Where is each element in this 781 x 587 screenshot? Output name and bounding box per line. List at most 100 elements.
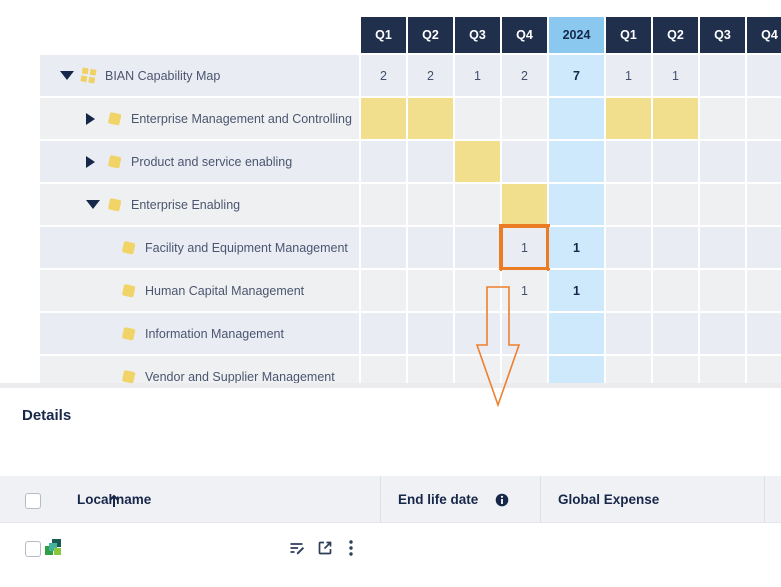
grid-cell[interactable] xyxy=(408,313,453,354)
grid-cell[interactable] xyxy=(361,227,406,268)
grid-cell[interactable] xyxy=(549,141,604,182)
grid-cell[interactable]: 1 xyxy=(549,227,604,268)
grid-cell[interactable] xyxy=(700,98,745,139)
tree-row-label[interactable]: Facility and Equipment Management xyxy=(145,240,348,255)
grid-cell[interactable] xyxy=(408,141,453,182)
grid-cell[interactable] xyxy=(455,141,500,182)
grid-cell[interactable] xyxy=(455,98,500,139)
expand-toggle-icon[interactable] xyxy=(86,155,100,168)
grid-cell[interactable] xyxy=(700,356,745,383)
grid-cell[interactable] xyxy=(606,313,651,354)
tree-row[interactable]: Human Capital Management 1 1 xyxy=(40,270,781,311)
row-checkbox[interactable] xyxy=(25,541,41,557)
grid-cell[interactable]: 1 xyxy=(653,55,698,96)
grid-cell[interactable] xyxy=(361,313,406,354)
tree-row[interactable]: Product and service enabling xyxy=(40,141,781,182)
grid-cell[interactable] xyxy=(361,270,406,311)
grid-cell[interactable] xyxy=(653,356,698,383)
grid-cell[interactable] xyxy=(408,184,453,225)
tree-row[interactable]: Enterprise Management and Controlling xyxy=(40,98,781,139)
tree-row[interactable]: Enterprise Enabling xyxy=(40,184,781,225)
collapse-toggle-icon[interactable] xyxy=(60,71,74,80)
grid-cell[interactable] xyxy=(606,356,651,383)
grid-cell[interactable] xyxy=(747,55,781,96)
grid-cell[interactable] xyxy=(361,356,406,383)
highlighted-grid-cell[interactable]: 1 xyxy=(499,224,550,271)
grid-cell[interactable] xyxy=(653,227,698,268)
grid-cell[interactable] xyxy=(408,356,453,383)
tree-row-label[interactable]: Enterprise Enabling xyxy=(131,197,241,212)
grid-cell[interactable] xyxy=(747,98,781,139)
tree-row[interactable]: Facility and Equipment Management 1 1 xyxy=(40,224,781,271)
grid-cell[interactable] xyxy=(653,98,698,139)
grid-header-row: Q1 Q2 Q3 Q4 2024 Q1 Q2 Q3 Q4 xyxy=(40,17,781,53)
grid-cell[interactable] xyxy=(455,184,500,225)
column-header-end-life-date[interactable]: End life date xyxy=(398,492,479,507)
grid-cell[interactable] xyxy=(700,270,745,311)
grid-cell[interactable] xyxy=(502,98,547,139)
collapse-toggle-icon[interactable] xyxy=(86,200,100,209)
grid-cell[interactable] xyxy=(502,141,547,182)
grid-cell[interactable] xyxy=(606,270,651,311)
tree-row-label[interactable]: Vendor and Supplier Management xyxy=(145,369,335,384)
grid-cell[interactable] xyxy=(606,141,651,182)
select-all-checkbox[interactable] xyxy=(25,493,41,509)
more-options-icon[interactable] xyxy=(348,539,354,557)
grid-cell[interactable]: 2 xyxy=(408,55,453,96)
grid-cell[interactable] xyxy=(361,98,406,139)
grid-cell[interactable] xyxy=(700,55,745,96)
grid-cell[interactable] xyxy=(361,184,406,225)
grid-cell[interactable] xyxy=(606,184,651,225)
grid-cell[interactable] xyxy=(408,98,453,139)
grid-cell[interactable]: 1 xyxy=(549,270,604,311)
tree-row-label[interactable]: Information Management xyxy=(145,326,284,341)
edit-icon[interactable] xyxy=(288,539,306,557)
info-icon[interactable] xyxy=(495,493,509,507)
grid-cell[interactable] xyxy=(747,184,781,225)
grid-cell[interactable]: 2 xyxy=(502,55,547,96)
tree-row-label[interactable]: Enterprise Management and Controlling xyxy=(131,111,352,126)
grid-cell[interactable] xyxy=(455,270,500,311)
grid-cell[interactable] xyxy=(606,98,651,139)
grid-cell[interactable] xyxy=(455,227,500,268)
grid-cell[interactable]: 7 xyxy=(549,55,604,96)
grid-cell[interactable] xyxy=(502,356,547,383)
grid-cell[interactable] xyxy=(700,227,745,268)
grid-cell[interactable] xyxy=(408,270,453,311)
grid-cell[interactable] xyxy=(747,227,781,268)
grid-cell[interactable] xyxy=(747,356,781,383)
grid-cell[interactable] xyxy=(408,227,453,268)
grid-cell[interactable] xyxy=(653,141,698,182)
grid-cell[interactable] xyxy=(700,141,745,182)
grid-cell[interactable] xyxy=(502,184,547,225)
grid-cell[interactable] xyxy=(606,227,651,268)
grid-cell[interactable] xyxy=(653,313,698,354)
grid-cell[interactable] xyxy=(747,141,781,182)
sort-ascending-icon[interactable] xyxy=(108,494,120,508)
grid-cell[interactable] xyxy=(549,98,604,139)
grid-cell[interactable]: 2 xyxy=(361,55,406,96)
grid-cell[interactable] xyxy=(361,141,406,182)
tree-row-label[interactable]: BIAN Capability Map xyxy=(105,68,221,83)
grid-cell[interactable]: 1 xyxy=(606,55,651,96)
expand-toggle-icon[interactable] xyxy=(86,112,100,125)
column-header-global-expense[interactable]: Global Expense xyxy=(558,492,660,507)
tree-row[interactable]: Information Management xyxy=(40,313,781,354)
grid-cell[interactable] xyxy=(700,313,745,354)
grid-cell[interactable] xyxy=(549,313,604,354)
tree-row[interactable]: BIAN Capability Map 2 2 1 2 7 1 1 xyxy=(40,55,781,96)
grid-cell[interactable] xyxy=(455,356,500,383)
grid-cell[interactable] xyxy=(653,270,698,311)
grid-cell[interactable]: 1 xyxy=(455,55,500,96)
open-in-new-icon[interactable] xyxy=(316,539,334,557)
table-row[interactable]: Office Supplies Management 10/1/2024 xyxy=(0,523,781,587)
tree-row-label[interactable]: Product and service enabling xyxy=(131,154,293,169)
tree-row[interactable]: Vendor and Supplier Management xyxy=(40,356,781,383)
grid-cell[interactable] xyxy=(747,270,781,311)
grid-cell[interactable] xyxy=(549,356,604,383)
grid-cell[interactable] xyxy=(653,184,698,225)
grid-cell[interactable] xyxy=(700,184,745,225)
tree-row-label[interactable]: Human Capital Management xyxy=(145,283,305,298)
grid-cell[interactable] xyxy=(549,184,604,225)
grid-cell[interactable] xyxy=(747,313,781,354)
